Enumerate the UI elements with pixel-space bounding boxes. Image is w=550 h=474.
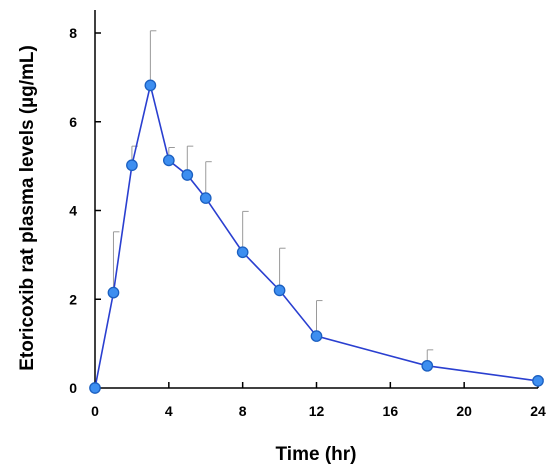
y-tick-label: 6 bbox=[69, 114, 77, 130]
y-tick-label: 0 bbox=[69, 380, 77, 396]
x-tick-label: 4 bbox=[165, 403, 173, 419]
data-point bbox=[236, 246, 249, 259]
x-tick-label: 0 bbox=[91, 403, 99, 419]
data-point bbox=[421, 359, 434, 372]
data-point bbox=[107, 286, 120, 299]
y-tick-label: 2 bbox=[69, 291, 77, 307]
x-tick-label: 8 bbox=[239, 403, 247, 419]
data-point bbox=[89, 382, 101, 394]
x-ticks: 0 4 8 12 16 20 24 bbox=[91, 382, 546, 419]
x-tick-label: 16 bbox=[383, 403, 399, 419]
x-axis-title: Time (hr) bbox=[276, 444, 357, 465]
data-point bbox=[199, 192, 212, 204]
x-tick-label: 20 bbox=[456, 403, 472, 419]
data-point bbox=[144, 79, 157, 92]
data-point bbox=[162, 154, 175, 167]
data-point bbox=[532, 375, 544, 387]
error-bars bbox=[112, 30, 544, 381]
series-line bbox=[94, 85, 539, 389]
y-axis-title: Etoricoxib rat plasma levels (µg/mL) bbox=[17, 45, 38, 371]
data-point bbox=[181, 169, 194, 181]
x-tick-label: 12 bbox=[309, 403, 325, 419]
data-point bbox=[126, 159, 138, 172]
data-point bbox=[310, 330, 323, 342]
x-tick-label: 24 bbox=[530, 403, 546, 419]
y-ticks: 0 2 4 6 8 bbox=[69, 25, 101, 396]
y-tick-label: 8 bbox=[69, 25, 77, 41]
y-tick-label: 4 bbox=[69, 203, 77, 219]
data-points bbox=[89, 79, 544, 394]
data-point bbox=[273, 284, 286, 297]
